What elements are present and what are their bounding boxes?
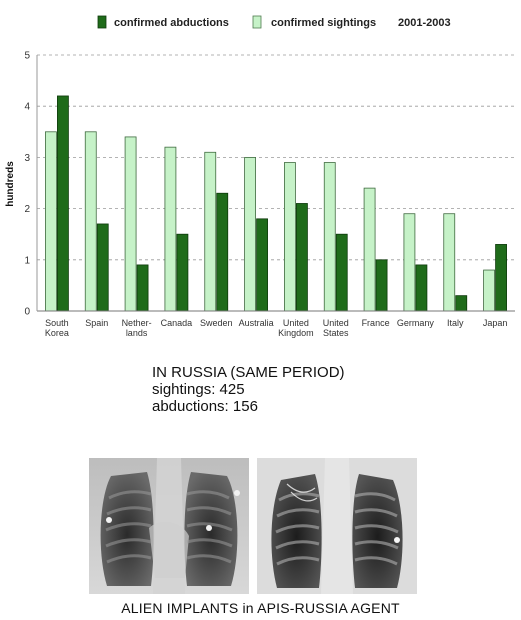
bar-abductions xyxy=(136,264,149,312)
x-tick-label: United States xyxy=(323,318,349,338)
russia-sightings: sightings: 425 xyxy=(152,381,245,398)
bar-abductions xyxy=(96,223,109,312)
x-tick-label: Sweden xyxy=(200,318,233,328)
bar-abductions xyxy=(335,233,348,312)
bar-sightings xyxy=(323,162,336,312)
y-tick-label: 0 xyxy=(24,307,30,318)
x-tick-label: Australia xyxy=(239,318,274,328)
x-tick-label: Spain xyxy=(85,318,108,328)
legend-swatch-abductions xyxy=(97,15,107,29)
bar-sightings xyxy=(443,213,456,312)
legend-label-abductions: confirmed abductions xyxy=(114,17,229,29)
legend-label-sightings: confirmed sightings xyxy=(271,17,376,29)
bar-sightings xyxy=(45,131,57,312)
x-axis-ticks: South Korea Spain Nether-lands Canada Sweden A… xyxy=(45,318,507,338)
x-tick-label: South Korea xyxy=(45,318,69,338)
bar-abductions xyxy=(296,203,308,312)
xray-image-left xyxy=(89,458,249,594)
bar-sightings xyxy=(124,136,137,312)
bar-sightings xyxy=(363,187,376,312)
bar-chart: confirmed abductions confirmed sightings… xyxy=(5,15,515,338)
russia-abductions: abductions: 156 xyxy=(152,398,258,415)
chart-grid xyxy=(37,54,515,261)
legend-swatch-sightings xyxy=(252,15,262,29)
y-tick-label: 5 xyxy=(24,51,30,62)
bar-sightings xyxy=(204,151,217,312)
image-caption: ALIEN IMPLANTS in APIS-RUSSIA AGENT xyxy=(121,600,400,616)
bar-sightings xyxy=(84,131,97,312)
x-tick-label: Nether-lands xyxy=(122,318,152,338)
bar-sightings xyxy=(284,162,296,312)
y-tick-label: 2 xyxy=(24,204,30,215)
bar-abductions xyxy=(176,233,189,312)
x-tick-label: Japan xyxy=(483,318,508,328)
bar-abductions xyxy=(256,218,268,312)
chart-bars xyxy=(45,95,507,312)
bar-sightings xyxy=(403,213,416,312)
bar-abductions xyxy=(495,244,507,312)
y-axis-label: hundreds xyxy=(5,161,16,207)
x-tick-label: Germany xyxy=(397,318,435,328)
y-tick-label: 4 xyxy=(24,102,30,113)
legend-period: 2001-2003 xyxy=(398,17,451,29)
bar-abductions xyxy=(216,192,229,312)
bar-abductions xyxy=(57,95,69,312)
bar-sightings xyxy=(244,156,256,312)
bar-abductions xyxy=(415,264,428,312)
russia-stats: IN RUSSIA (SAME PERIOD) sightings: 425 a… xyxy=(152,364,345,415)
x-tick-label: France xyxy=(362,318,390,328)
bar-sightings xyxy=(483,269,495,312)
y-tick-label: 3 xyxy=(24,153,30,164)
x-tick-label: United Kingdom xyxy=(278,318,314,338)
russia-heading: IN RUSSIA (SAME PERIOD) xyxy=(152,364,345,381)
y-tick-label: 1 xyxy=(24,255,30,266)
x-tick-label: Canada xyxy=(161,318,193,328)
x-tick-label: Italy xyxy=(447,318,464,328)
bar-abductions xyxy=(455,295,468,312)
bar-sightings xyxy=(164,146,177,312)
chart-legend: confirmed abductions confirmed sightings… xyxy=(97,15,451,29)
xray-image-right xyxy=(257,458,417,594)
y-axis-ticks: 0 1 2 3 4 5 xyxy=(24,51,30,318)
bar-abductions xyxy=(375,259,388,312)
